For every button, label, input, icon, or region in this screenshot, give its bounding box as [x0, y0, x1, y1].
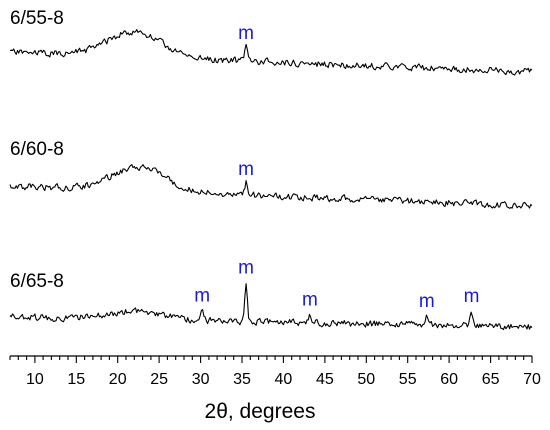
x-tick-label: 15 [67, 371, 85, 388]
x-tick-label: 20 [109, 371, 127, 388]
peak-marker-label: m [238, 159, 254, 180]
x-tick-label: 65 [482, 371, 500, 388]
labels-group: 6/55-8 m 6/60-8 m 6/65-8 m m m m m [10, 8, 479, 312]
peak-marker-label: m [238, 23, 254, 44]
peak-marker-label: m [464, 286, 480, 307]
x-tick-label: 40 [275, 371, 293, 388]
series-label: 6/60-8 [10, 139, 64, 160]
trace-2 [9, 164, 533, 209]
x-axis: 10 15 20 25 30 35 40 45 50 55 60 65 70 [9, 355, 541, 388]
x-tick-label: 25 [150, 371, 168, 388]
x-tick-label: 50 [357, 371, 375, 388]
x-tick-label: 60 [440, 371, 458, 388]
x-tick-label: 35 [233, 371, 251, 388]
x-tick-label: 45 [316, 371, 334, 388]
x-tick-label: 10 [26, 371, 44, 388]
trace-1 [9, 29, 533, 76]
peak-marker-label: m [419, 291, 435, 312]
series-label: 6/65-8 [10, 271, 64, 292]
traces-group [9, 29, 533, 331]
peak-marker-label: m [302, 290, 318, 311]
x-tick-label: 30 [192, 371, 210, 388]
peak-marker-label: m [238, 258, 254, 279]
series-label: 6/55-8 [10, 8, 64, 29]
x-tick-label: 70 [523, 371, 541, 388]
trace-3 [9, 283, 533, 331]
peak-marker-label: m [194, 286, 210, 307]
x-tick-label: 55 [399, 371, 417, 388]
x-axis-title: 2θ, degrees [205, 400, 316, 423]
x-axis-ticks: 10 15 20 25 30 35 40 45 50 55 60 65 70 [9, 356, 541, 388]
